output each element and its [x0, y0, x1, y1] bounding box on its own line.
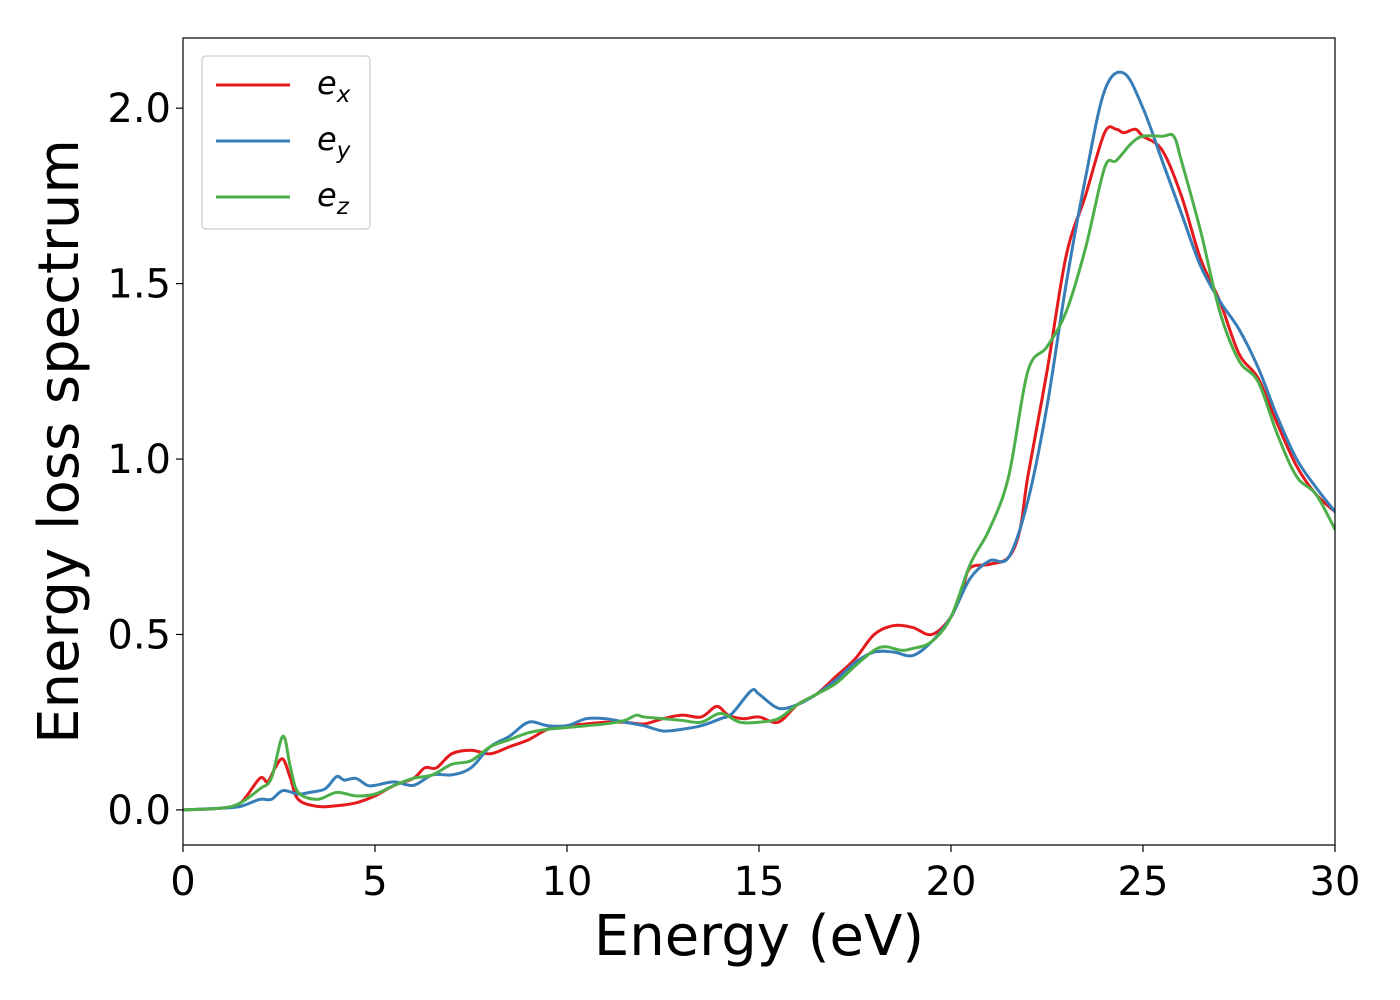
x-tick-label: 25 — [1118, 859, 1169, 905]
legend-label-x: ex — [317, 64, 351, 108]
x-tick-label: 5 — [362, 859, 387, 905]
series-line-z — [183, 132, 1335, 812]
x-tick-label: 15 — [734, 859, 785, 905]
x-tick-label: 30 — [1310, 859, 1361, 905]
y-tick-label: 1.5 — [107, 262, 171, 308]
x-tick-label: 0 — [170, 859, 195, 905]
x-axis-ticks: 0 5 10 15 20 25 30 — [170, 845, 1360, 905]
y-tick-label: 1.0 — [107, 437, 171, 483]
legend-label-y: ey — [317, 120, 351, 164]
series-layer — [183, 70, 1335, 812]
x-tick-label: 20 — [926, 859, 977, 905]
y-tick-label: 0.5 — [107, 612, 171, 658]
x-axis-title: Energy (eV) — [594, 904, 924, 969]
x-tick-label: 10 — [542, 859, 593, 905]
series-line-y — [183, 70, 1335, 812]
y-axis-ticks: 0.0 0.5 1.0 1.5 2.0 — [107, 86, 183, 834]
y-tick-label: 0.0 — [107, 788, 171, 834]
y-tick-label: 2.0 — [107, 86, 171, 132]
y-axis-title: Energy loss spectrum — [27, 139, 92, 744]
series-line-x — [183, 125, 1335, 812]
